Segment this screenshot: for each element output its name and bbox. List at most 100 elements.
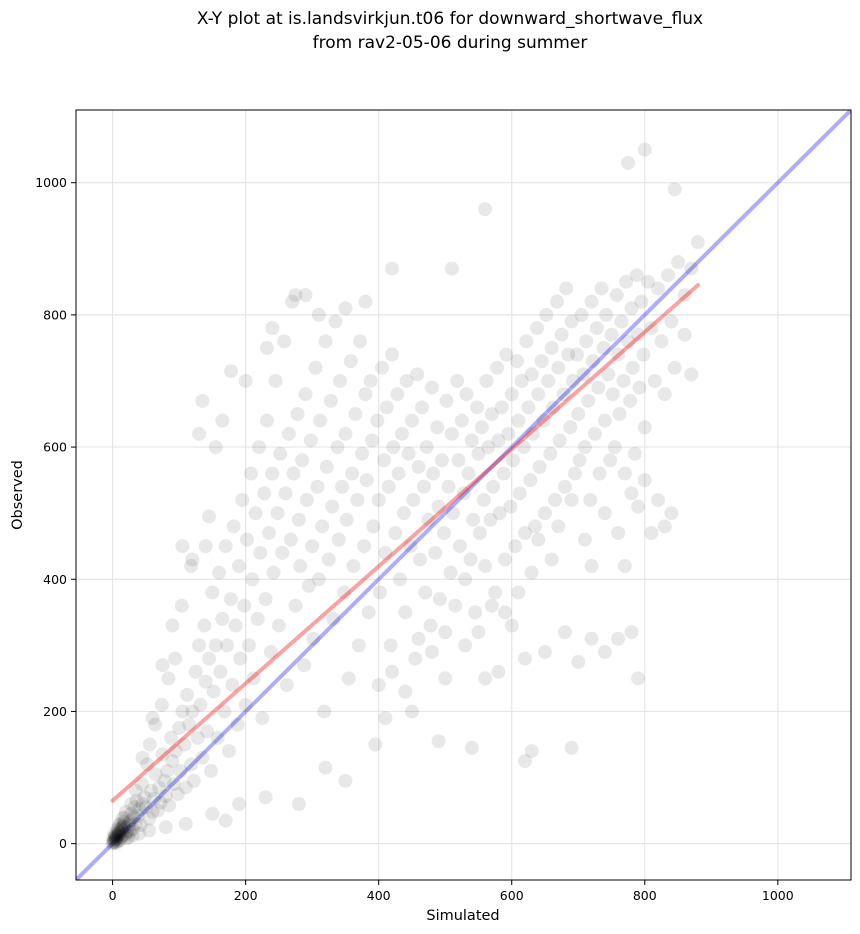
scatter-point: [532, 459, 547, 474]
scatter-point: [108, 835, 123, 850]
scatter-point: [286, 466, 301, 481]
scatter-point: [328, 314, 343, 329]
scatter-point: [569, 347, 584, 362]
scatter-point: [401, 446, 416, 461]
scatter-point: [557, 625, 572, 640]
scatter-point: [424, 644, 439, 659]
scatter-point: [225, 678, 240, 693]
scatter-point: [436, 526, 451, 541]
scatter-point: [205, 806, 220, 821]
scatter-point: [451, 453, 466, 468]
scatter-point: [184, 559, 199, 574]
scatter-point: [371, 678, 386, 693]
scatter-point: [188, 664, 203, 679]
scatter-point: [140, 757, 155, 772]
scatter-point: [114, 822, 129, 837]
scatter-point: [631, 671, 646, 686]
scatter-point: [198, 674, 213, 689]
scatter-point: [338, 426, 353, 441]
scatter-point: [459, 387, 474, 402]
scatter-point: [419, 440, 434, 455]
scatter-point: [106, 835, 121, 850]
scatter-point: [110, 823, 125, 838]
scatter-point: [124, 796, 139, 811]
scatter-point: [430, 420, 445, 435]
scatter-point: [255, 711, 270, 726]
scatter-point: [212, 565, 227, 580]
scatter-point: [384, 664, 399, 679]
scatter-point: [193, 697, 208, 712]
scatter-point: [518, 651, 533, 666]
scatter-point: [523, 473, 538, 488]
scatter-point: [224, 364, 238, 379]
scatter-point: [118, 828, 133, 843]
scatter-point: [394, 426, 409, 441]
scatter-point: [563, 420, 578, 435]
scatter-point: [601, 367, 616, 382]
scatter-point: [410, 367, 425, 382]
scatter-point: [217, 704, 232, 719]
scatter-point: [135, 750, 150, 765]
scatter-point: [155, 658, 170, 673]
scatter-point: [456, 486, 471, 501]
scatter-point: [632, 380, 647, 395]
scatter-point: [621, 155, 636, 170]
scatter-point: [105, 836, 120, 851]
scatter-point: [464, 433, 479, 448]
scatter-point: [506, 453, 521, 468]
scatter-point: [208, 440, 223, 455]
x-tick-label-0: 0: [109, 888, 117, 903]
scatter-point: [341, 671, 356, 686]
scatter-point: [476, 492, 491, 507]
scatter-point: [526, 426, 541, 441]
scatter-point: [574, 307, 589, 322]
scatter-point: [565, 373, 580, 388]
scatter-point: [112, 824, 127, 839]
scatter-point: [338, 773, 353, 788]
scatter-point: [125, 822, 140, 837]
scatter-point: [537, 644, 552, 659]
scatter-point: [128, 783, 143, 798]
scatter-point: [233, 651, 248, 666]
scatter-point: [391, 466, 406, 481]
scatter-point: [651, 492, 666, 507]
scatter-point: [348, 407, 363, 422]
scatter-point: [210, 730, 225, 745]
scatter-point: [508, 539, 523, 554]
scatter-point: [180, 687, 195, 702]
scatter-point: [111, 825, 126, 840]
scatter-point: [584, 559, 599, 574]
scatter-point: [173, 763, 188, 778]
scatter-point: [208, 638, 223, 653]
scatter-point: [621, 334, 636, 349]
scatter-point: [113, 830, 128, 845]
scatter-point: [239, 532, 254, 547]
scatter-point: [365, 433, 380, 448]
scatter-point: [317, 704, 332, 719]
scatter-point: [377, 453, 392, 468]
scatter-point: [488, 585, 503, 600]
scatter-point: [501, 426, 516, 441]
scatter-point: [119, 831, 134, 846]
scatter-point: [265, 321, 280, 336]
scatter-point: [438, 671, 453, 686]
scatter-point: [218, 539, 233, 554]
scatter-point: [684, 367, 699, 382]
scatter-point: [567, 466, 582, 481]
scatter-point: [160, 763, 175, 778]
scatter-point: [541, 373, 556, 388]
scatter-point: [684, 261, 699, 276]
scatter-point: [458, 572, 473, 587]
scatter-point: [132, 826, 147, 841]
scatter-point: [165, 618, 180, 633]
scatter-point: [611, 631, 626, 646]
scatter-point: [441, 479, 456, 494]
scatter-point: [651, 281, 666, 296]
scatter-point: [351, 638, 366, 653]
scatter-point: [518, 526, 533, 541]
scatter-point: [106, 831, 121, 846]
scatter-point: [291, 796, 306, 811]
scatter-point: [399, 373, 414, 388]
scatter-point: [452, 539, 467, 554]
scatter-point: [253, 545, 268, 560]
